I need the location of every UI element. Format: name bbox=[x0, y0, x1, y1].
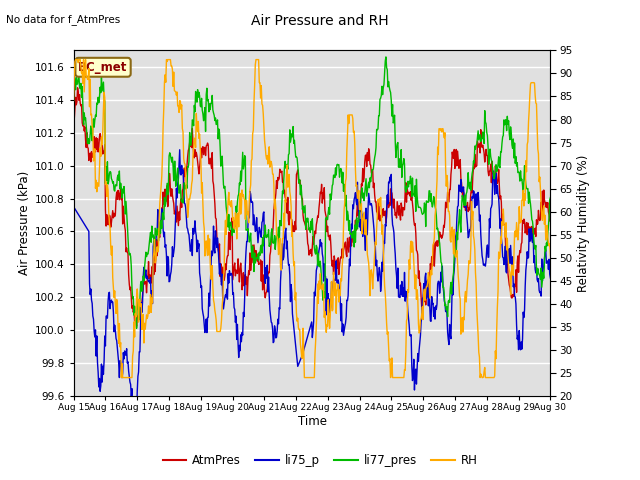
Y-axis label: Relativity Humidity (%): Relativity Humidity (%) bbox=[577, 155, 590, 292]
Text: Air Pressure and RH: Air Pressure and RH bbox=[251, 14, 389, 28]
Y-axis label: Air Pressure (kPa): Air Pressure (kPa) bbox=[18, 171, 31, 276]
X-axis label: Time: Time bbox=[298, 415, 326, 428]
Text: No data for f_AtmPres: No data for f_AtmPres bbox=[6, 14, 121, 25]
Legend: AtmPres, li75_p, li77_pres, RH: AtmPres, li75_p, li77_pres, RH bbox=[158, 449, 482, 472]
Text: BC_met: BC_met bbox=[78, 61, 128, 74]
